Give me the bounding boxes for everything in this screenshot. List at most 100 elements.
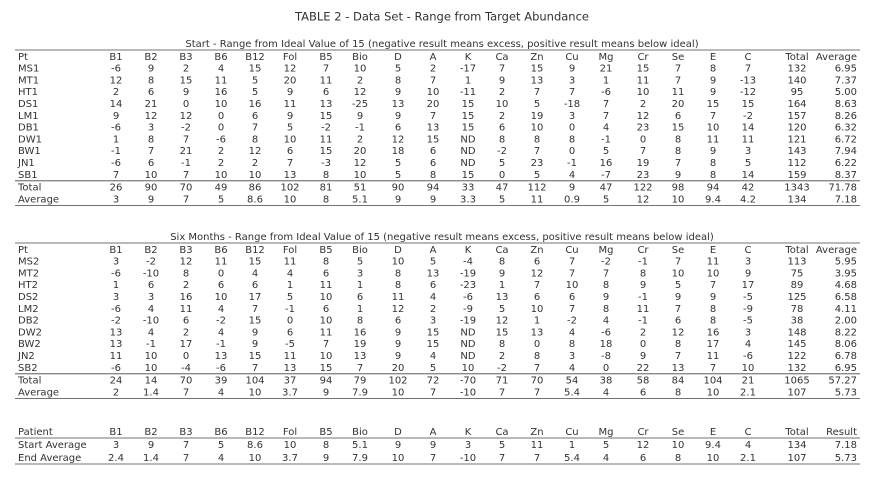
- data-cell: 5: [357, 257, 363, 268]
- summary-cell: 57.27: [828, 376, 857, 387]
- data-cell: JN2: [17, 351, 35, 362]
- data-cell: 12: [354, 158, 367, 169]
- data-cell: 8: [675, 339, 681, 350]
- data-cell: 17: [707, 339, 720, 350]
- summary-cell: 4.2: [740, 194, 756, 205]
- data-cell: 11: [707, 134, 720, 145]
- data-cell: 5: [745, 158, 751, 169]
- data-cell: 11: [672, 87, 685, 98]
- data-cell: 20: [392, 363, 405, 374]
- data-cell: 8: [710, 304, 716, 315]
- data-cell: 7: [675, 304, 681, 315]
- data-cell: 10: [320, 316, 333, 327]
- data-cell: 8: [183, 268, 189, 279]
- summary-cell: 5: [603, 194, 609, 205]
- data-cell: 2: [357, 75, 363, 86]
- data-cell: 23: [637, 170, 650, 181]
- data-cell: 8.37: [835, 170, 857, 181]
- summary-cell: 54: [566, 376, 579, 387]
- data-cell: 157: [787, 111, 806, 122]
- data-cell: 11: [637, 304, 650, 315]
- summary-cell: 9: [395, 194, 401, 205]
- data-cell: LM2: [18, 304, 39, 315]
- header-cell: Cu: [565, 245, 578, 256]
- data-cell: 7: [183, 170, 189, 181]
- data-cell: 5: [430, 257, 436, 268]
- data-cell: 10: [249, 170, 262, 181]
- header-cell: A: [430, 427, 437, 438]
- data-cell: 8: [395, 268, 401, 279]
- data-cell: 132: [787, 64, 806, 75]
- data-cell: 2.1: [740, 453, 756, 464]
- summary-cell: 6: [640, 387, 646, 398]
- data-cell: 12: [672, 327, 685, 338]
- data-cell: 6: [252, 280, 258, 291]
- data-cell: 23: [637, 123, 650, 134]
- header-cell: Ca: [495, 245, 508, 256]
- data-cell: 6: [534, 292, 540, 303]
- data-cell: 8.63: [835, 99, 857, 110]
- data-cell: 4: [148, 304, 154, 315]
- summary-cell: 7: [183, 194, 189, 205]
- data-cell: -5: [743, 292, 753, 303]
- data-cell: 17: [742, 280, 755, 291]
- data-cell: 2.00: [835, 316, 857, 327]
- data-cell: 6: [675, 111, 681, 122]
- data-cell: 11: [320, 134, 333, 145]
- data-cell: 0: [287, 316, 293, 327]
- data-cell: 6: [569, 292, 575, 303]
- data-cell: 15: [462, 111, 475, 122]
- data-cell: 9: [499, 268, 505, 279]
- data-cell: 4: [252, 268, 258, 279]
- data-cell: 5: [534, 99, 540, 110]
- data-cell: 8: [395, 280, 401, 291]
- data-cell: 8: [148, 134, 154, 145]
- header-cell: Zn: [530, 245, 543, 256]
- data-cell: 12: [110, 75, 123, 86]
- data-cell: -11: [460, 87, 476, 98]
- header-cell: B5: [319, 245, 332, 256]
- data-cell: 13: [284, 170, 297, 181]
- header-cell: Total: [784, 427, 808, 438]
- data-cell: 1: [603, 75, 609, 86]
- data-cell: 95: [791, 87, 804, 98]
- data-cell: 10: [354, 64, 367, 75]
- data-cell: 3.7: [282, 453, 298, 464]
- data-cell: 145: [787, 339, 806, 350]
- data-cell: 17: [180, 339, 193, 350]
- data-cell: 1: [534, 316, 540, 327]
- summary-cell: 5.73: [835, 387, 857, 398]
- summary-cell: 94: [427, 183, 440, 194]
- data-cell: 8: [569, 339, 575, 350]
- header-cell: Total: [784, 245, 808, 256]
- data-cell: 8: [430, 170, 436, 181]
- data-cell: DW1: [18, 134, 42, 145]
- data-cell: 3: [357, 268, 363, 279]
- data-cell: ND: [460, 134, 475, 145]
- data-cell: 15: [320, 111, 333, 122]
- data-cell: 10: [672, 440, 685, 451]
- data-cell: 6: [323, 87, 329, 98]
- data-cell: 2: [113, 87, 119, 98]
- data-cell: 1: [569, 440, 575, 451]
- summary-cell: 7: [534, 387, 540, 398]
- data-cell: 6.32: [835, 123, 857, 134]
- header-cell: Bio: [352, 245, 368, 256]
- data-cell: 8: [323, 170, 329, 181]
- data-cell: 6: [287, 327, 293, 338]
- data-cell: -4: [463, 257, 473, 268]
- summary-cell: 94: [707, 183, 720, 194]
- data-cell: 8: [534, 351, 540, 362]
- data-cell: -19: [460, 316, 476, 327]
- data-cell: 5: [252, 75, 258, 86]
- data-cell: 3: [148, 292, 154, 303]
- data-cell: -1: [216, 339, 226, 350]
- summary-cell: 122: [633, 183, 652, 194]
- data-cell: SB2: [18, 363, 38, 374]
- data-cell: 7: [183, 440, 189, 451]
- data-cell: 8: [710, 64, 716, 75]
- data-cell: 6: [534, 257, 540, 268]
- data-cell: 21: [145, 99, 158, 110]
- summary-cell: 10: [392, 387, 405, 398]
- header-cell: B12: [245, 245, 265, 256]
